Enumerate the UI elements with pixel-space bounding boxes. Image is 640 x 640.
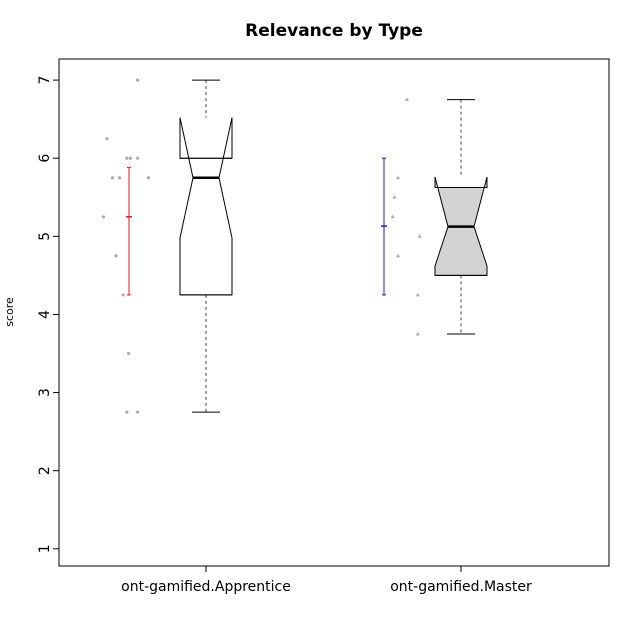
y-tick-label: 5: [37, 232, 53, 241]
boxes-layer: [101, 78, 488, 414]
y-axis: 1 2 3 4 5 6 7: [37, 76, 59, 553]
data-point: [114, 254, 118, 258]
y-tick-label: 2: [37, 466, 53, 475]
data-point: [396, 175, 400, 180]
y-axis-label: score: [3, 297, 16, 327]
data-point: [415, 292, 420, 297]
data-point: [105, 137, 109, 141]
data-point: [392, 195, 397, 199]
data-point: [390, 214, 395, 219]
y-tick-label: 3: [37, 388, 53, 397]
data-point: [127, 351, 131, 356]
box-group: [381, 97, 488, 336]
y-tick-label: 1: [37, 544, 53, 553]
data-point: [396, 253, 400, 258]
data-point: [417, 234, 422, 238]
data-point: [136, 410, 140, 414]
y-tick-label: 4: [37, 310, 53, 319]
y-tick-label: 6: [37, 154, 53, 163]
data-point: [146, 176, 150, 180]
data-point: [128, 156, 132, 160]
data-point: [125, 156, 129, 160]
data-point: [136, 78, 140, 82]
data-point: [125, 410, 129, 414]
data-point: [136, 156, 140, 160]
data-point: [405, 97, 409, 102]
data-point: [121, 293, 125, 297]
y-tick-label: 7: [37, 76, 53, 85]
notched-box: [179, 117, 233, 296]
data-point: [101, 215, 105, 219]
data-point: [118, 176, 122, 180]
data-point: [415, 331, 420, 336]
plot-frame: [58, 58, 610, 567]
data-point: [110, 176, 114, 180]
x-tick-label: ont-gamified.Master: [390, 579, 532, 595]
x-tick-label: ont-gamified.Apprentice: [121, 579, 291, 595]
chart-title: Relevance by Type: [245, 21, 423, 41]
box-group: [101, 78, 233, 414]
x-axis: ont-gamified.Apprentice ont-gamified.Mast…: [121, 566, 532, 595]
